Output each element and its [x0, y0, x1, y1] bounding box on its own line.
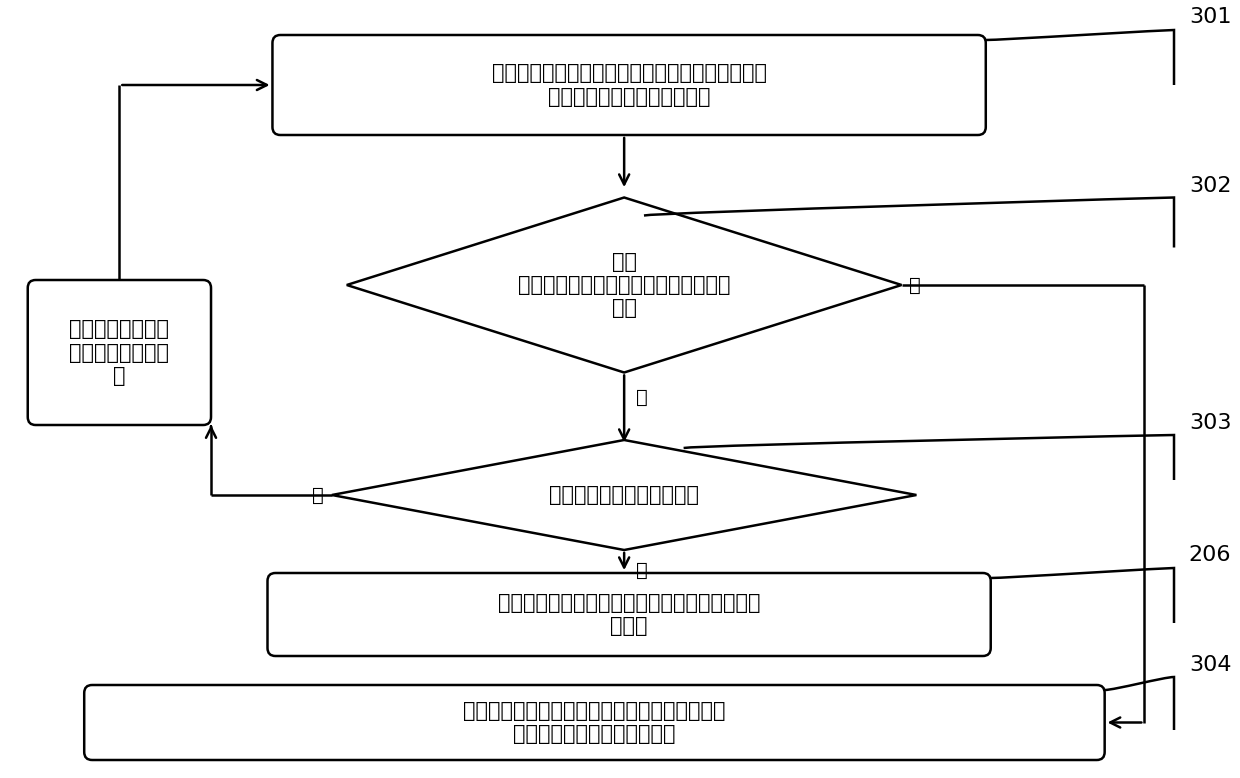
- Text: 当第一待证明定理成立时，确定电路满足电路安
全属性: 当第一待证明定理成立时，确定电路满足电路安 全属性: [498, 593, 760, 636]
- Text: 当第二待证明定理与预定电路表达式不一致时，
则确定该电路存在安全漏洞。: 当第二待证明定理与预定电路表达式不一致时， 则确定该电路存在安全漏洞。: [464, 701, 725, 744]
- FancyBboxPatch shape: [268, 573, 991, 656]
- Text: 根据预定电路表达式，将第一待证明定理中的表达
式展开，得到第二待证明定理: 根据预定电路表达式，将第一待证明定理中的表达 式展开，得到第二待证明定理: [491, 63, 766, 107]
- Text: 206: 206: [1189, 545, 1231, 565]
- Text: 将待证明子定理确
定为第一待证明定
理: 将待证明子定理确 定为第一待证明定 理: [69, 319, 170, 386]
- Polygon shape: [332, 440, 916, 550]
- Text: 判断
第二待证明定理与预定电路表达式是否
一致: 判断 第二待证明定理与预定电路表达式是否 一致: [518, 252, 730, 318]
- Text: 304: 304: [1189, 655, 1231, 675]
- FancyBboxPatch shape: [84, 685, 1105, 760]
- Text: 否: 否: [909, 275, 921, 295]
- Text: 302: 302: [1189, 176, 1231, 195]
- FancyBboxPatch shape: [273, 35, 986, 135]
- Text: 是: 是: [312, 485, 324, 504]
- Text: 301: 301: [1189, 7, 1231, 27]
- FancyBboxPatch shape: [27, 280, 211, 425]
- Text: 否: 否: [636, 560, 647, 580]
- Polygon shape: [347, 198, 901, 373]
- Text: 判断是否存在待证明子定理: 判断是否存在待证明子定理: [549, 485, 699, 505]
- Text: 303: 303: [1189, 413, 1231, 433]
- Text: 是: 是: [636, 388, 647, 407]
